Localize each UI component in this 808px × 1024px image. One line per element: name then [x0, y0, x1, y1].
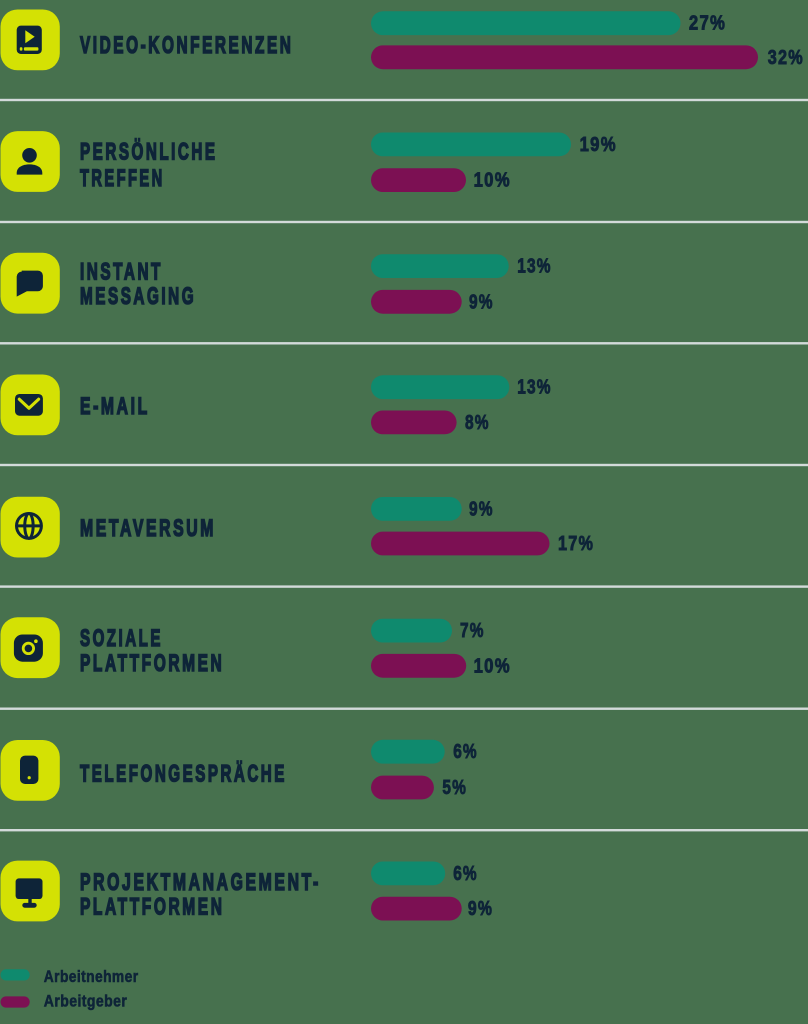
svg-text:VIDEO-KONFERENZEN: VIDEO-KONFERENZEN [80, 33, 293, 59]
svg-text:7%: 7% [460, 619, 485, 641]
svg-text:Arbeitgeber: Arbeitgeber [44, 992, 127, 1011]
svg-text:PLATTFORMEN: PLATTFORMEN [80, 651, 224, 677]
svg-text:MESSAGING: MESSAGING [80, 284, 196, 310]
svg-text:PROJEKTMANAGEMENT-: PROJEKTMANAGEMENT- [80, 870, 321, 896]
svg-text:9%: 9% [468, 897, 493, 919]
svg-text:13%: 13% [517, 376, 551, 398]
svg-text:TELEFONGESPRÄCHE: TELEFONGESPRÄCHE [80, 760, 287, 788]
svg-text:9%: 9% [469, 290, 494, 312]
svg-text:6%: 6% [453, 740, 478, 762]
svg-text:27%: 27% [689, 11, 726, 34]
svg-text:32%: 32% [768, 46, 804, 68]
svg-text:17%: 17% [558, 532, 594, 554]
svg-text:10%: 10% [474, 168, 511, 191]
svg-text:13%: 13% [517, 255, 551, 277]
svg-text:METAVERSUM: METAVERSUM [80, 516, 216, 542]
svg-text:PLATTFORMEN: PLATTFORMEN [80, 895, 224, 921]
svg-text:9%: 9% [469, 498, 494, 520]
svg-text:10%: 10% [474, 654, 511, 677]
svg-text:INSTANT: INSTANT [80, 259, 163, 285]
svg-text:E-MAIL: E-MAIL [80, 394, 150, 420]
svg-text:Arbeitnehmer: Arbeitnehmer [44, 968, 139, 987]
svg-text:8%: 8% [465, 411, 490, 433]
svg-text:6%: 6% [453, 862, 478, 884]
svg-text:PERSÖNLICHE: PERSÖNLICHE [80, 138, 218, 165]
svg-text:SOZIALE: SOZIALE [80, 626, 163, 652]
svg-text:5%: 5% [442, 776, 467, 798]
svg-text:19%: 19% [580, 132, 617, 155]
svg-text:TREFFEN: TREFFEN [80, 165, 165, 192]
